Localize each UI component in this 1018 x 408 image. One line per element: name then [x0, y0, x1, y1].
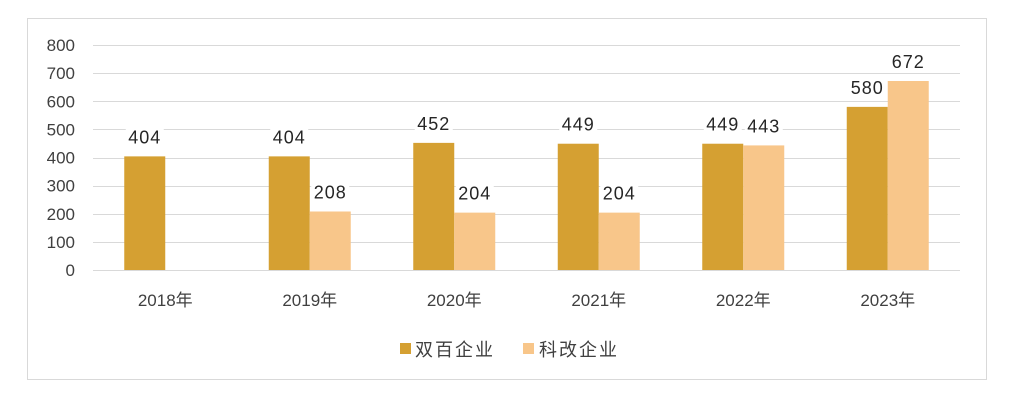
data-label: 443 [747, 116, 780, 136]
data-label-background [559, 114, 598, 135]
x-axis-tick-labels: 2018年 2019年 2020年 2021年 2022年 2023年 [138, 291, 915, 310]
gridlines [93, 45, 960, 243]
y-tick-label: 700 [47, 64, 75, 83]
y-tick-label: 500 [47, 120, 75, 139]
data-label: 404 [273, 127, 306, 147]
data-label-background [270, 127, 309, 148]
x-tick-label: 2021年 [571, 291, 626, 310]
legend-label-series-1: 双百企业 [415, 340, 495, 360]
data-label: 204 [458, 184, 491, 204]
x-tick-label: 2022年 [716, 291, 771, 310]
bar [413, 142, 455, 270]
y-tick-label: 400 [47, 149, 75, 168]
bar [309, 211, 351, 270]
legend: 双百企业 科改企业 [400, 340, 619, 360]
legend-swatch-series-1 [400, 343, 411, 354]
data-label: 452 [417, 114, 450, 134]
data-label: 672 [892, 52, 925, 72]
bar [268, 156, 310, 270]
y-tick-label: 600 [47, 92, 75, 111]
y-tick-label: 800 [47, 36, 75, 55]
bars [124, 81, 929, 270]
data-label: 449 [706, 115, 739, 135]
bar [557, 143, 599, 270]
data-labels: 404 404 208 452 204 449 204 449 443 580 672 [125, 52, 928, 204]
data-label-background [125, 127, 164, 148]
data-label: 208 [314, 183, 347, 203]
data-label-background [744, 116, 783, 137]
y-tick-label: 100 [47, 233, 75, 252]
data-label: 404 [128, 127, 161, 147]
x-tick-label: 2023年 [860, 291, 915, 310]
bar [124, 156, 166, 270]
data-label: 580 [851, 78, 884, 98]
y-tick-label: 300 [47, 177, 75, 196]
bar [887, 81, 929, 270]
data-label-background [600, 183, 639, 204]
legend-label-series-2: 科改企业 [539, 340, 619, 360]
x-tick-label: 2018年 [138, 291, 193, 310]
legend-swatch-series-2 [523, 343, 534, 354]
y-tick-label: 0 [66, 261, 75, 280]
data-label: 449 [562, 115, 595, 135]
data-label-background [703, 114, 742, 135]
bar [846, 106, 888, 270]
y-axis-tick-labels: 0 100 200 300 400 500 600 700 800 [47, 36, 75, 280]
data-label-background [889, 52, 928, 72]
data-label-background [311, 182, 350, 203]
data-label: 204 [603, 184, 636, 204]
data-label-background [848, 77, 887, 98]
data-label-background [455, 183, 494, 204]
data-label-background [414, 113, 453, 134]
y-tick-label: 200 [47, 205, 75, 224]
x-tick-label: 2019年 [282, 291, 337, 310]
bar [743, 145, 785, 270]
chart-frame [27, 18, 987, 380]
bar [702, 143, 744, 270]
bar [454, 212, 496, 270]
bar [598, 212, 640, 270]
x-tick-label: 2020年 [427, 291, 482, 310]
